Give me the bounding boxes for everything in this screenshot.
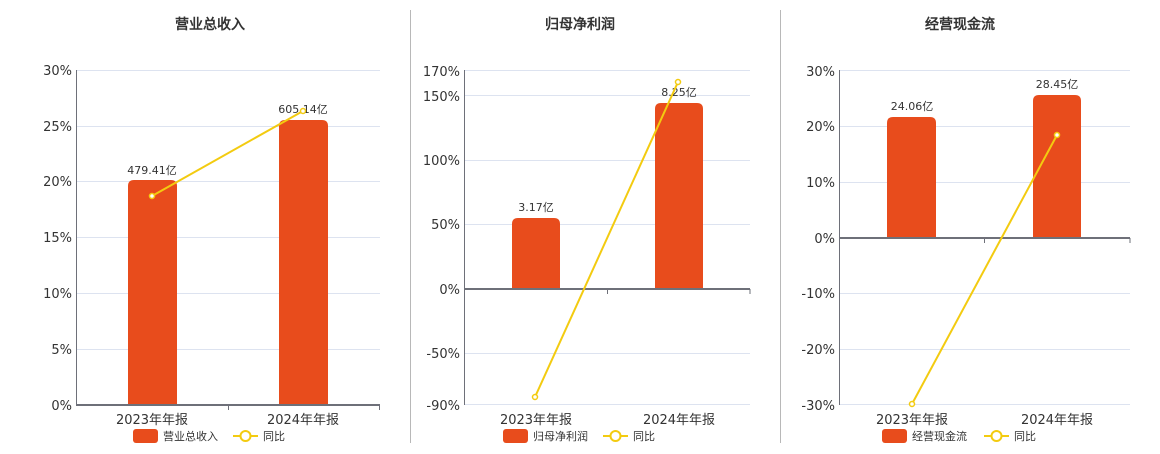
x-label-2023: 2023年年报 xyxy=(116,413,188,428)
svg-text:归母净利润: 归母净利润 xyxy=(533,429,588,443)
bar-label-2023: 24.06亿 xyxy=(891,100,934,113)
legend-bar-swatch-icon xyxy=(882,429,907,443)
svg-text:15%: 15% xyxy=(43,231,72,246)
bar-label-2024: 28.45亿 xyxy=(1036,78,1079,91)
legend[interactable]: 营业总收入 同比 xyxy=(133,429,285,443)
bar-2024[interactable] xyxy=(655,103,703,289)
svg-text:0%: 0% xyxy=(814,232,835,247)
svg-text:-20%: -20% xyxy=(801,343,835,358)
bar-2024[interactable] xyxy=(1033,95,1081,238)
chart-title: 归母净利润 xyxy=(545,16,615,33)
x-label-2024: 2024年年报 xyxy=(1021,413,1093,428)
legend-line-swatch-icon xyxy=(609,430,622,442)
x-label-2023: 2023年年报 xyxy=(500,413,572,428)
net-profit-chart: 归母净利润 170% 150% 100% 50% 0% -50% -90% 3.… xyxy=(423,16,751,443)
yoy-point-2024[interactable] xyxy=(1053,131,1061,139)
svg-text:5%: 5% xyxy=(51,343,72,358)
svg-text:同比: 同比 xyxy=(263,430,285,443)
svg-text:同比: 同比 xyxy=(1014,430,1036,443)
svg-text:-90%: -90% xyxy=(426,399,460,414)
chart-title: 经营现金流 xyxy=(925,16,995,33)
svg-text:150%: 150% xyxy=(423,90,460,105)
svg-text:50%: 50% xyxy=(431,218,460,233)
legend[interactable]: 经营现金流 同比 xyxy=(882,429,1036,443)
bar-2023[interactable] xyxy=(128,180,177,405)
yoy-point-2023[interactable] xyxy=(148,192,156,200)
svg-text:-50%: -50% xyxy=(426,347,460,362)
svg-text:170%: 170% xyxy=(423,65,460,80)
yoy-point-2024[interactable] xyxy=(674,78,682,86)
svg-text:-10%: -10% xyxy=(801,287,835,302)
revenue-chart: 营业总收入 30% 25% 20% 15% 10% 5% 0% 479.41亿 … xyxy=(43,16,380,443)
svg-text:100%: 100% xyxy=(423,154,460,169)
svg-text:-30%: -30% xyxy=(801,399,835,414)
svg-text:10%: 10% xyxy=(43,287,72,302)
yoy-line xyxy=(534,81,679,398)
bar-label-2023: 479.41亿 xyxy=(127,164,177,177)
svg-text:营业总收入: 营业总收入 xyxy=(163,429,218,443)
x-label-2024: 2024年年报 xyxy=(267,413,339,428)
legend-line-swatch-icon xyxy=(239,430,252,442)
svg-text:25%: 25% xyxy=(43,120,72,135)
yoy-point-2024[interactable] xyxy=(299,107,307,115)
chart-panel-revenue: 营业总收入 30% 25% 20% 15% 10% 5% 0% 479.41亿 … xyxy=(0,0,400,450)
y-axis-ticks: 30% 20% 10% 0% -10% -20% -30% xyxy=(801,65,835,414)
svg-text:30%: 30% xyxy=(43,64,72,79)
svg-text:10%: 10% xyxy=(806,176,835,191)
yoy-point-2023[interactable] xyxy=(908,400,916,408)
svg-text:20%: 20% xyxy=(806,120,835,135)
panel-divider xyxy=(780,10,781,443)
bar-2024[interactable] xyxy=(279,120,328,405)
svg-text:0%: 0% xyxy=(51,399,72,414)
y-axis-ticks: 170% 150% 100% 50% 0% -50% -90% xyxy=(423,65,460,414)
bar-2023[interactable] xyxy=(512,218,560,289)
x-label-2023: 2023年年报 xyxy=(876,413,948,428)
chart-panel-net-profit: 归母净利润 170% 150% 100% 50% 0% -50% -90% 3.… xyxy=(423,16,751,443)
grid-lines xyxy=(76,70,380,350)
legend-bar-swatch-icon xyxy=(133,429,158,443)
svg-text:30%: 30% xyxy=(806,65,835,80)
svg-text:0%: 0% xyxy=(439,283,460,298)
yoy-line xyxy=(911,134,1058,405)
svg-text:20%: 20% xyxy=(43,175,72,190)
bar-label-2023: 3.17亿 xyxy=(518,201,554,214)
legend[interactable]: 归母净利润 同比 xyxy=(503,429,655,443)
panel-divider xyxy=(410,10,411,443)
yoy-line xyxy=(151,110,304,197)
legend-bar-swatch-icon xyxy=(503,429,528,443)
bar-label-2024: 8.25亿 xyxy=(661,86,697,99)
legend-line-swatch-icon xyxy=(990,430,1003,442)
x-label-2024: 2024年年报 xyxy=(643,413,715,428)
y-axis-ticks: 30% 25% 20% 15% 10% 5% 0% xyxy=(43,64,72,414)
yoy-point-2023[interactable] xyxy=(531,393,539,401)
bar-2023[interactable] xyxy=(887,117,936,238)
chart-title: 营业总收入 xyxy=(175,16,245,33)
svg-text:经营现金流: 经营现金流 xyxy=(912,429,967,443)
svg-text:同比: 同比 xyxy=(633,430,655,443)
